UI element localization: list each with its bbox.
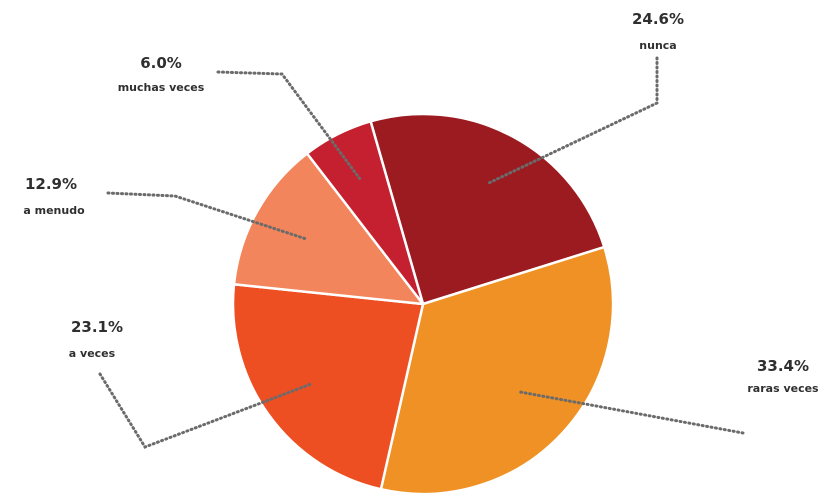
category-label-a-veces: a veces — [69, 347, 116, 360]
value-label-nunca: 24.6% — [632, 10, 684, 28]
pie-slices — [233, 114, 613, 494]
category-label-nunca: nunca — [639, 39, 676, 52]
category-label-a-menudo: a menudo — [23, 204, 85, 217]
category-label-muchas-veces: muchas veces — [118, 81, 205, 94]
value-label-muchas-veces: 6.0% — [140, 54, 182, 72]
category-label-raras-veces: raras veces — [747, 382, 819, 395]
value-label-a-veces: 23.1% — [71, 318, 123, 336]
value-label-a-menudo: 12.9% — [25, 175, 77, 193]
value-label-raras-veces: 33.4% — [757, 357, 809, 375]
